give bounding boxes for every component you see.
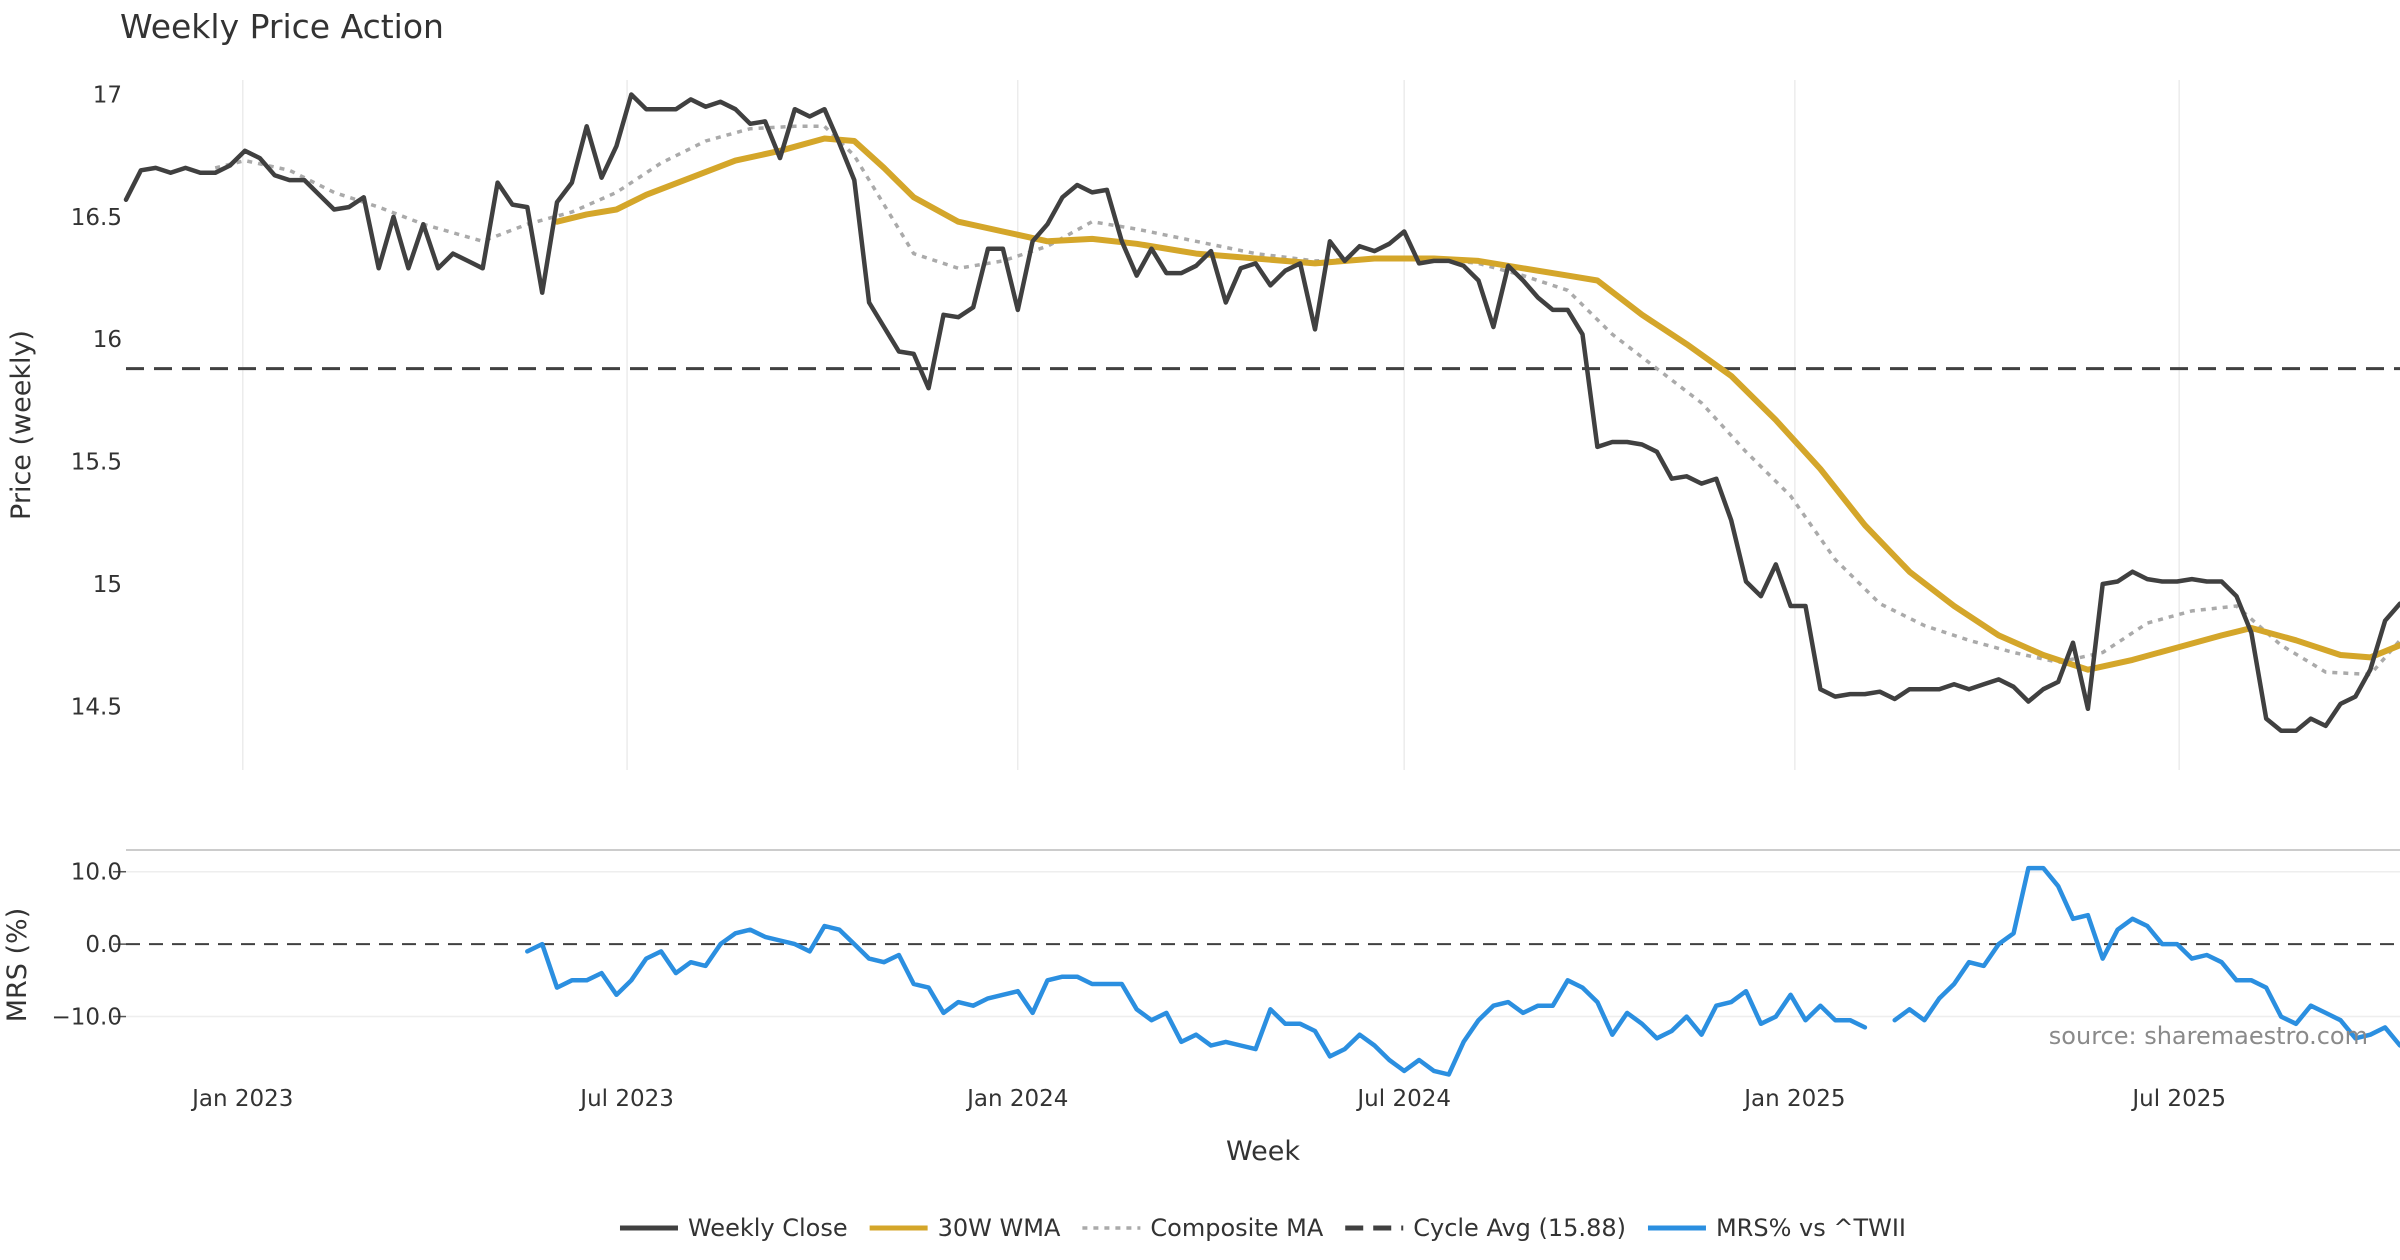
x-tick-label: Jul 2024 — [1355, 1086, 1451, 1112]
legend: Weekly Close 30W WMA Composite MA Cycle Avg… — [619, 1214, 1906, 1242]
price-y-axis-title: Price (weekly) — [6, 330, 37, 520]
series-layer — [123, 92, 2400, 1077]
price-grid — [242, 80, 2180, 770]
weekly-close-line — [123, 92, 2400, 734]
legend-label: Cycle Avg (15.88) — [1413, 1214, 1626, 1242]
mrs-y-tick-label: 0.0 — [85, 932, 122, 958]
wma-30w-line — [554, 135, 2400, 673]
x-axis-ticks: Jan 2023 Jul 2023 Jan 2024 Jul 2024 Jan 2025… — [190, 1086, 2226, 1112]
mrs-grid — [126, 870, 2400, 1018]
mrs-y-tick-label: −10.0 — [52, 1005, 122, 1031]
x-tick-label: Jul 2023 — [578, 1086, 674, 1112]
chart-title: Weekly Price Action — [120, 7, 444, 46]
mrs-y-axis-title: MRS (%) — [2, 908, 33, 1023]
price-y-tick-label: 14.5 — [71, 694, 122, 720]
price-y-tick-label: 15.5 — [71, 450, 122, 476]
mrs-y-ticks: 10.0 0.0 −10.0 — [52, 860, 126, 1031]
price-y-ticks: 14.5 15 15.5 16 16.5 17 — [71, 82, 122, 720]
mrs-y-tick-label: 10.0 — [71, 860, 122, 886]
legend-label: MRS% vs ^TWII — [1716, 1214, 1906, 1242]
x-tick-label: Jan 2024 — [965, 1086, 1068, 1112]
mrs-line — [525, 865, 2400, 1077]
legend-label: Weekly Close — [688, 1214, 848, 1242]
price-y-tick-label: 17 — [93, 82, 122, 108]
x-tick-label: Jul 2025 — [2130, 1086, 2226, 1112]
x-tick-label: Jan 2023 — [190, 1086, 293, 1112]
price-y-tick-label: 15 — [93, 572, 122, 598]
price-y-tick-label: 16 — [93, 327, 122, 353]
x-tick-label: Jan 2025 — [1742, 1086, 1845, 1112]
legend-label: Composite MA — [1150, 1214, 1323, 1242]
price-y-tick-label: 16.5 — [71, 205, 122, 231]
x-axis-title: Week — [1226, 1136, 1300, 1167]
composite-ma-line — [214, 124, 2400, 677]
legend-label: 30W WMA — [938, 1214, 1061, 1242]
source-label: source: sharemaestro.com — [2049, 1022, 2368, 1050]
